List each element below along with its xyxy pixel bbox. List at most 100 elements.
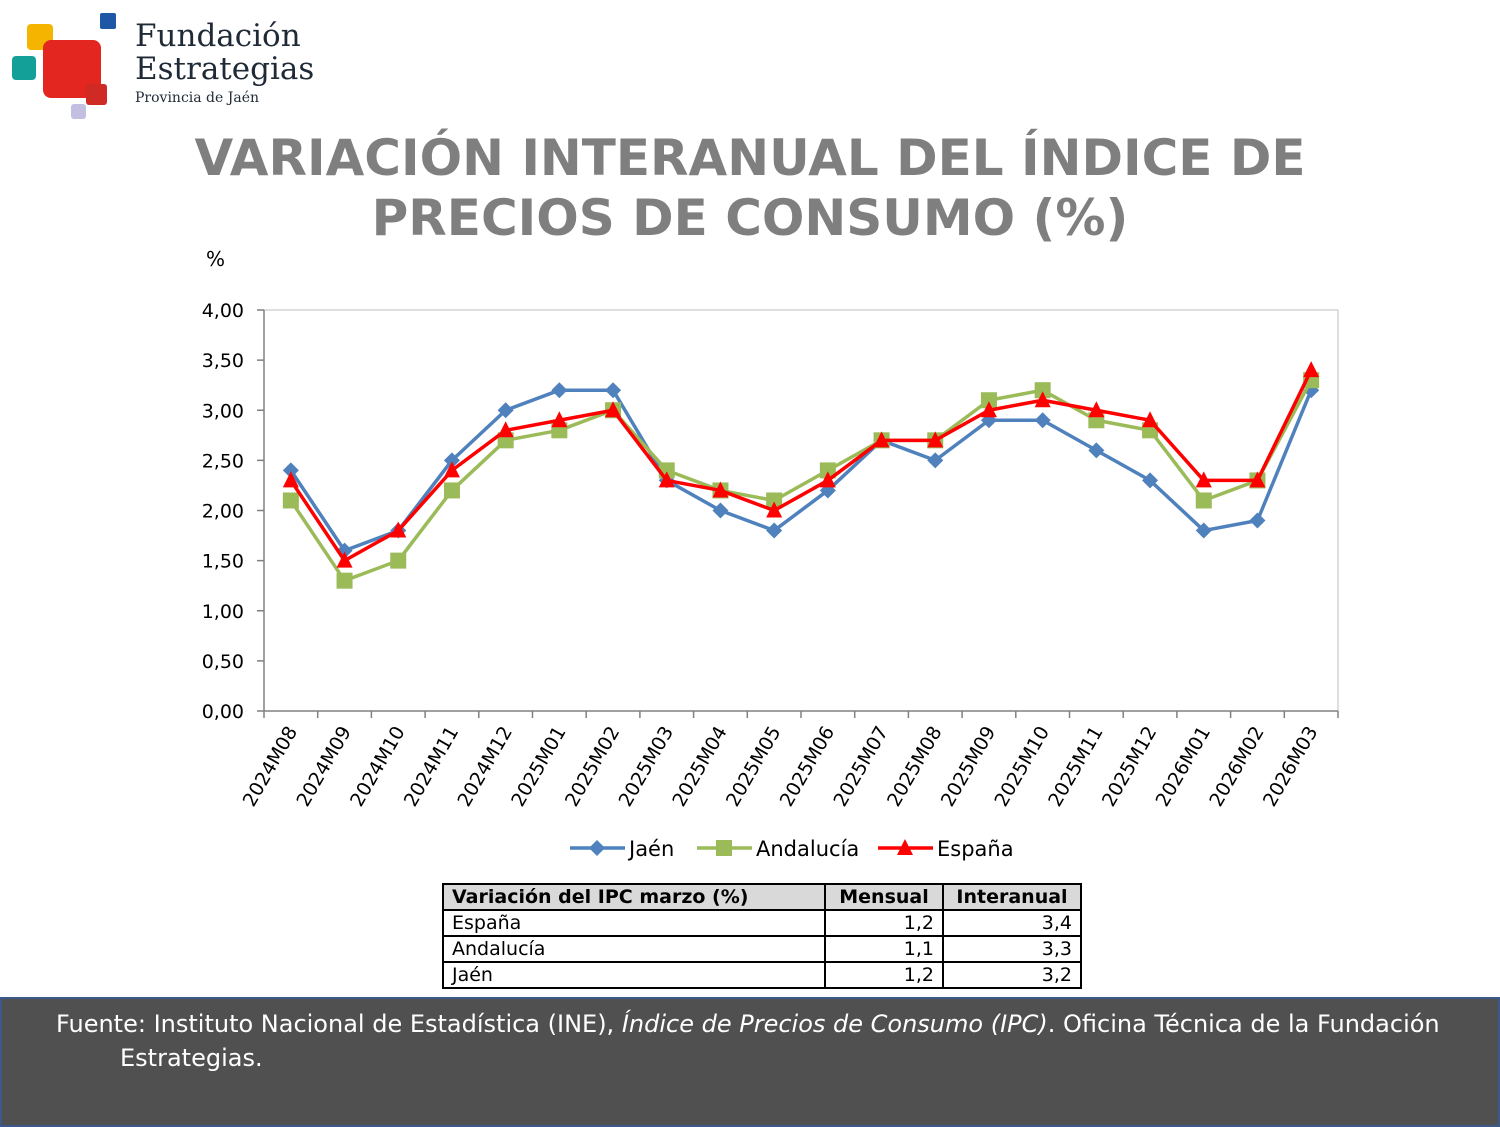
table-cell-label: Jaén	[442, 961, 826, 989]
y-tick-label: 3,00	[202, 400, 244, 422]
source-footer: Fuente: Instituto Nacional de Estadístic…	[0, 997, 1500, 1127]
data-point-espana	[1088, 401, 1105, 418]
data-point-jaen	[1142, 472, 1159, 489]
table-row: Jaén 1,2 3,2	[442, 961, 1082, 989]
table-cell-mensual: 1,2	[824, 961, 944, 989]
table-header-mensual: Mensual	[824, 883, 944, 911]
y-tick-label: 1,50	[202, 551, 244, 573]
data-point-jaen	[927, 452, 944, 469]
data-point-andalucia	[336, 572, 353, 589]
data-point-jaen	[282, 462, 299, 479]
y-tick-label: 4,00	[202, 300, 244, 322]
title-line-2: PRECIOS DE CONSUMO (%)	[371, 189, 1129, 247]
table-row: Andalucía 1,1 3,3	[442, 935, 1082, 963]
y-tick-label: 0,00	[202, 701, 244, 723]
data-point-espana	[443, 461, 460, 478]
data-point-espana	[336, 551, 353, 568]
data-point-espana	[819, 471, 836, 488]
foundation-logo: Fundación Estrategias Provincia de Jaén	[8, 8, 318, 123]
y-tick-label: 2,50	[202, 450, 244, 472]
x-tick-label: 2026M03	[1259, 723, 1323, 811]
y-tick-label: 3,50	[202, 350, 244, 372]
data-point-jaen	[766, 522, 783, 539]
logo-blue-square	[100, 13, 116, 29]
source-italic: Índice de Precios de Consumo (IPC)	[621, 1010, 1048, 1038]
data-point-andalucia	[819, 462, 836, 479]
data-point-espana	[766, 501, 783, 518]
table-header-variation: Variación del IPC marzo (%)	[442, 883, 826, 911]
data-point-espana	[1303, 361, 1320, 378]
series-line-jaen	[289, 388, 1313, 553]
legend-item-andalucia: Andalucía	[697, 837, 859, 861]
table-row: España 1,2 3,4	[442, 909, 1082, 937]
table-cell-mensual: 1,1	[824, 935, 944, 963]
data-point-jaen	[1088, 442, 1105, 459]
source-prefix: Fuente: Instituto Nacional de Estadístic…	[56, 1010, 622, 1038]
logo-teal-square	[12, 56, 36, 80]
series-line-espana	[289, 369, 1313, 563]
table-header-interanual: Interanual	[942, 883, 1082, 911]
data-point-espana	[497, 421, 514, 438]
data-point-jaen	[551, 382, 568, 399]
ipc-line-chart: % 0,00 0,50 1,00 1,50 2,00 2,50 3,00 3,50 4,00 20…	[202, 247, 1339, 861]
data-point-andalucia	[282, 492, 299, 509]
page-title: VARIACIÓN INTERANUAL DEL ÍNDICE DE PRECI…	[0, 128, 1500, 248]
source-suffix: . Oficina Técnica de la Fundación	[1047, 1010, 1440, 1038]
table-cell-interanual: 3,4	[942, 909, 1082, 937]
table-cell-interanual: 3,2	[942, 961, 1082, 989]
legend: Jaén Andalucía España	[570, 837, 1014, 861]
data-point-jaen	[1249, 512, 1266, 529]
legend-label-espana: España	[937, 837, 1014, 861]
y-tick-label: 1,00	[202, 601, 244, 623]
legend-item-jaen: Jaén	[570, 837, 674, 861]
data-point-jaen	[712, 502, 729, 519]
data-point-andalucia	[1195, 492, 1212, 509]
logo-line-1: Fundación	[135, 18, 301, 54]
data-point-espana	[873, 431, 890, 448]
series-espana	[282, 361, 1320, 568]
table-cell-label: Andalucía	[442, 935, 826, 963]
data-point-jaen	[1195, 522, 1212, 539]
data-point-espana	[1195, 471, 1212, 488]
data-point-jaen	[443, 452, 460, 469]
data-point-espana	[551, 411, 568, 428]
ipc-summary-table: Variación del IPC marzo (%) Mensual Inte…	[442, 883, 1082, 989]
table-header-row: Variación del IPC marzo (%) Mensual Inte…	[442, 883, 1082, 911]
series-line-andalucia	[289, 379, 1313, 583]
legend-label-andalucia: Andalucía	[756, 837, 859, 861]
data-point-espana	[1249, 471, 1266, 488]
logo-line-2: Estrategias	[135, 51, 315, 87]
y-axis-label: %	[206, 247, 225, 271]
data-point-andalucia	[980, 392, 997, 409]
title-line-1: VARIACIÓN INTERANUAL DEL ÍNDICE DE	[194, 129, 1306, 187]
data-point-jaen	[1034, 412, 1051, 429]
data-point-espana	[605, 401, 622, 418]
data-point-espana	[1142, 411, 1159, 428]
data-point-espana	[282, 471, 299, 488]
y-tick-label: 0,50	[202, 651, 244, 673]
data-point-andalucia	[443, 482, 460, 499]
source-note: Fuente: Instituto Nacional de Estadístic…	[56, 1007, 1458, 1075]
logo-lilac-square	[71, 104, 86, 119]
logo-line-3: Provincia de Jaén	[135, 90, 260, 106]
data-point-espana	[390, 521, 407, 538]
data-point-andalucia	[766, 492, 783, 509]
data-point-espana	[980, 401, 997, 418]
table-cell-mensual: 1,2	[824, 909, 944, 937]
data-point-andalucia	[1034, 382, 1051, 399]
legend-marker-andalucia	[716, 840, 732, 856]
data-point-jaen	[497, 402, 514, 419]
logo-text: Fundación Estrategias Provincia de Jaén	[135, 20, 314, 108]
data-point-espana	[712, 481, 729, 498]
data-point-espana	[927, 431, 944, 448]
legend-marker-espana	[897, 839, 913, 855]
series-layer	[282, 361, 1320, 589]
data-point-espana	[1034, 391, 1051, 408]
legend-marker-jaen	[589, 840, 605, 856]
data-point-jaen	[605, 382, 622, 399]
table-cell-label: España	[442, 909, 826, 937]
legend-label-jaen: Jaén	[627, 837, 674, 861]
data-point-espana	[658, 471, 675, 488]
table-cell-interanual: 3,3	[942, 935, 1082, 963]
data-point-andalucia	[390, 552, 407, 569]
